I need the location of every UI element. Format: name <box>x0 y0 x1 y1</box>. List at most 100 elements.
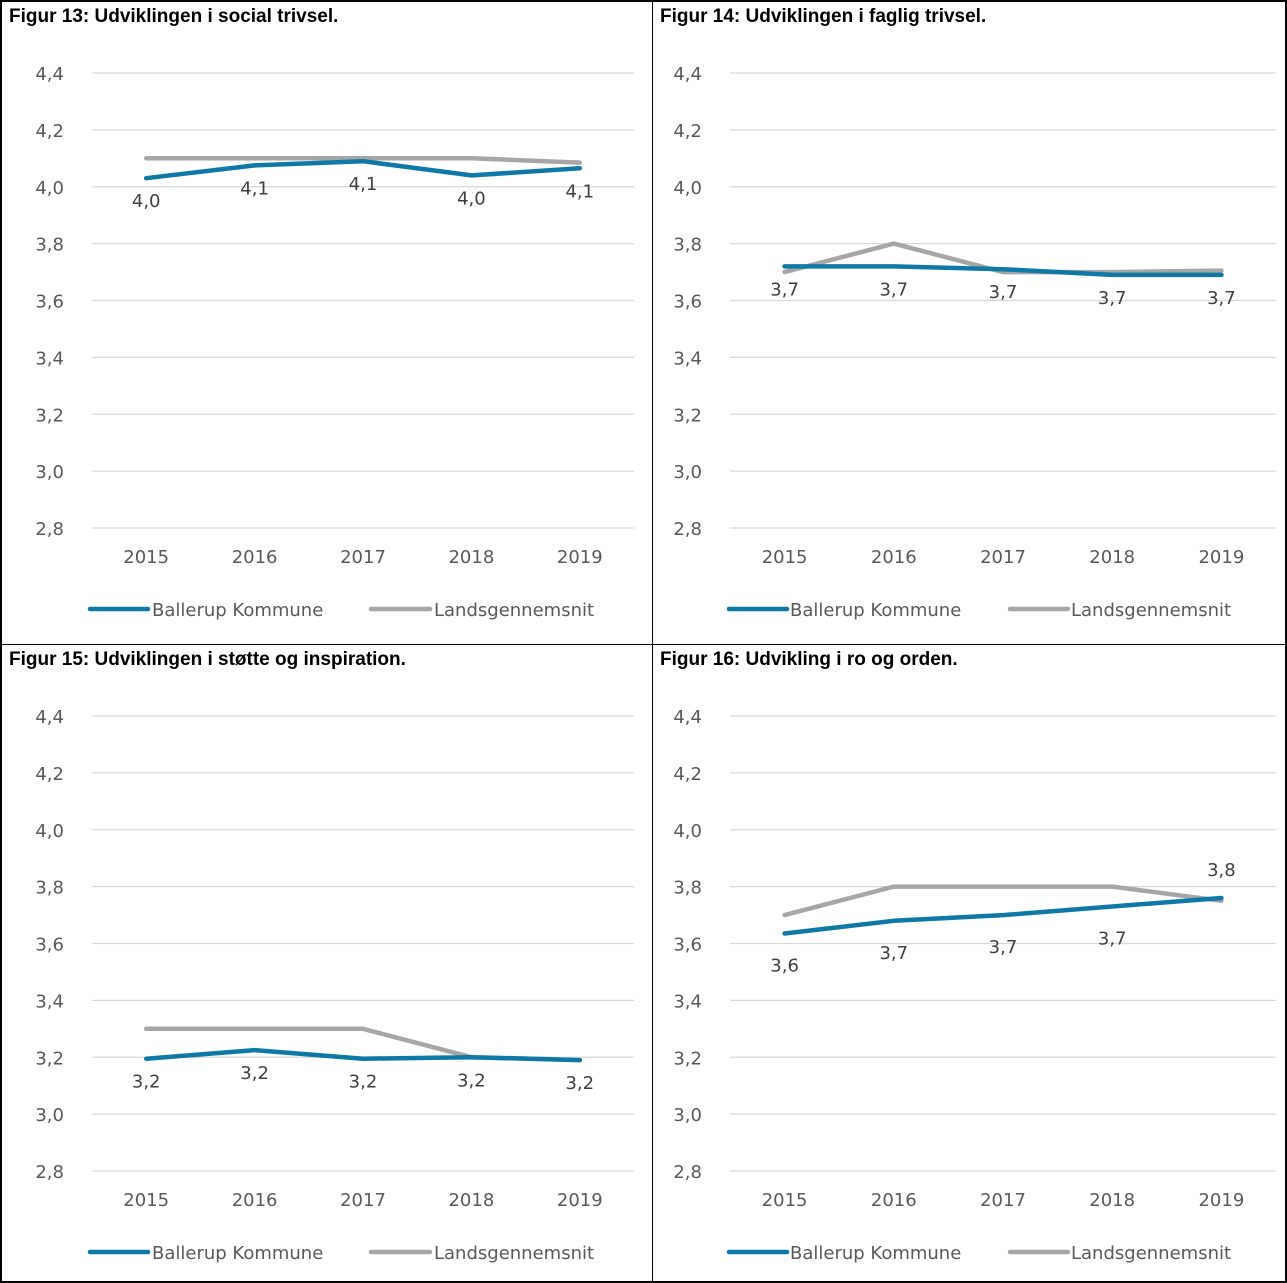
y-tick-label: 4,4 <box>673 707 702 728</box>
chart-panel-figur-14: Figur 14: Udviklingen i faglig trivsel. … <box>653 0 1287 645</box>
data-label: 3,6 <box>770 956 799 977</box>
legend-label: Landsgennemsnit <box>434 1243 594 1264</box>
x-tick-label: 2018 <box>448 547 494 568</box>
y-tick-label: 3,0 <box>35 462 64 483</box>
y-tick-label: 4,2 <box>673 764 702 785</box>
chart-panel-figur-15: Figur 15: Udviklingen i støtte og inspir… <box>0 645 653 1283</box>
data-label: 3,2 <box>349 1072 378 1093</box>
legend-label: Ballerup Kommune <box>152 1243 323 1264</box>
chart-title: Figur 13: Udviklingen i social trivsel. <box>9 6 339 27</box>
x-tick-label: 2017 <box>340 1190 386 1211</box>
data-label: 4,0 <box>132 191 161 212</box>
x-tick-label: 2018 <box>448 1190 494 1211</box>
y-tick-label: 3,6 <box>35 292 64 313</box>
y-tick-label: 2,8 <box>35 519 64 540</box>
y-tick-label: 3,6 <box>673 292 702 313</box>
y-tick-label: 3,8 <box>35 235 64 256</box>
line-chart-figur-16: 2,8 3,0 3,2 3,4 3,6 3,8 4,0 4,2 4,4 2015 2016 2017 2… <box>673 707 1276 1264</box>
y-tick-label: 4,2 <box>35 121 64 142</box>
chart-title: Figur 15: Udviklingen i støtte og inspir… <box>9 649 406 670</box>
y-tick-label: 4,0 <box>673 821 702 842</box>
y-tick-label: 3,0 <box>673 1105 702 1126</box>
y-tick-label: 3,2 <box>673 405 702 426</box>
series-line-ballerup-kommune <box>143 1047 583 1063</box>
y-tick-label: 3,2 <box>35 405 64 426</box>
y-tick-label: 3,8 <box>35 878 64 899</box>
data-label: 3,7 <box>989 937 1018 958</box>
data-label: 3,8 <box>1207 860 1236 881</box>
x-tick-label: 2019 <box>1198 1190 1244 1211</box>
y-tick-label: 2,8 <box>673 519 702 540</box>
chart-panel-figur-16: Figur 16: Udvikling i ro og orden. 2,8 3,… <box>653 645 1287 1283</box>
x-tick-label: 2019 <box>557 547 603 568</box>
line-chart-figur-15: 2,8 3,0 3,2 3,4 3,6 3,8 4,0 4,2 4,4 2015 2016 2017 2… <box>35 707 634 1264</box>
y-tick-label: 3,6 <box>673 935 702 956</box>
y-tick-label: 3,4 <box>35 991 64 1012</box>
data-label: 3,7 <box>1207 288 1236 309</box>
x-tick-label: 2017 <box>980 1190 1026 1211</box>
series-line-ballerup-kommune <box>782 895 1224 936</box>
data-label: 3,7 <box>989 282 1018 303</box>
series-line-landsgennemsnit <box>143 156 583 165</box>
series-line-landsgennemsnit <box>782 884 1224 918</box>
y-tick-label: 3,0 <box>35 1105 64 1126</box>
y-tick-label: 3,8 <box>673 878 702 899</box>
data-label: 3,7 <box>879 943 908 964</box>
x-tick-label: 2018 <box>1089 547 1135 568</box>
x-tick-label: 2018 <box>1089 1190 1135 1211</box>
y-tick-label: 3,4 <box>673 991 702 1012</box>
x-tick-label: 2019 <box>1198 547 1244 568</box>
data-label: 3,7 <box>879 279 908 300</box>
data-label: 4,1 <box>565 181 594 202</box>
legend-label: Landsgennemsnit <box>434 600 594 621</box>
x-tick-label: 2015 <box>123 1190 169 1211</box>
y-tick-label: 4,0 <box>35 821 64 842</box>
y-tick-label: 3,2 <box>673 1048 702 1069</box>
y-tick-label: 4,4 <box>35 707 64 728</box>
legend-label: Landsgennemsnit <box>1071 600 1231 621</box>
x-tick-label: 2016 <box>871 547 917 568</box>
data-label: 3,2 <box>240 1063 269 1084</box>
chart-title: Figur 16: Udvikling i ro og orden. <box>660 649 958 670</box>
data-label: 3,2 <box>132 1072 161 1093</box>
y-tick-label: 4,4 <box>35 64 64 85</box>
data-label: 4,1 <box>240 178 269 199</box>
y-tick-label: 4,2 <box>35 764 64 785</box>
series-line-ballerup-kommune <box>143 158 583 181</box>
x-tick-label: 2017 <box>980 547 1026 568</box>
legend-label: Ballerup Kommune <box>152 600 323 621</box>
chart-panel-figur-13: Figur 13: Udviklingen i social trivsel. … <box>0 0 653 645</box>
legend-label: Landsgennemsnit <box>1071 1243 1231 1264</box>
y-tick-label: 4,4 <box>673 64 702 85</box>
x-tick-label: 2016 <box>232 1190 278 1211</box>
series-line-landsgennemsnit <box>782 241 1224 275</box>
data-label: 4,0 <box>457 188 486 209</box>
y-tick-label: 3,4 <box>673 348 702 369</box>
data-label: 3,7 <box>770 279 799 300</box>
y-tick-label: 2,8 <box>35 1162 64 1183</box>
data-label: 4,1 <box>349 174 378 195</box>
x-tick-label: 2019 <box>557 1190 603 1211</box>
x-tick-label: 2015 <box>762 1190 808 1211</box>
y-tick-label: 3,0 <box>673 462 702 483</box>
data-label: 3,7 <box>1098 929 1127 950</box>
chart-title: Figur 14: Udviklingen i faglig trivsel. <box>660 6 987 27</box>
data-label: 3,7 <box>1098 288 1127 309</box>
data-label: 3,2 <box>457 1070 486 1091</box>
data-label: 3,2 <box>565 1073 594 1094</box>
y-tick-label: 3,6 <box>35 935 64 956</box>
line-chart-figur-14: 2,8 3,0 3,2 3,4 3,6 3,8 4,0 4,2 4,4 2015 2016 2017 2… <box>673 64 1276 621</box>
y-tick-label: 3,4 <box>35 348 64 369</box>
x-tick-label: 2015 <box>762 547 808 568</box>
x-tick-label: 2017 <box>340 547 386 568</box>
y-tick-label: 3,2 <box>35 1048 64 1069</box>
series-line-ballerup-kommune <box>782 264 1224 278</box>
x-tick-label: 2015 <box>123 547 169 568</box>
y-tick-label: 4,0 <box>673 178 702 199</box>
line-chart-figur-13: 2,8 3,0 3,2 3,4 3,6 3,8 4,0 4,2 4,4 2015 2016 2017 2… <box>35 64 634 621</box>
x-tick-label: 2016 <box>871 1190 917 1211</box>
y-tick-label: 3,8 <box>673 235 702 256</box>
legend-label: Ballerup Kommune <box>790 600 961 621</box>
y-tick-label: 4,2 <box>673 121 702 142</box>
